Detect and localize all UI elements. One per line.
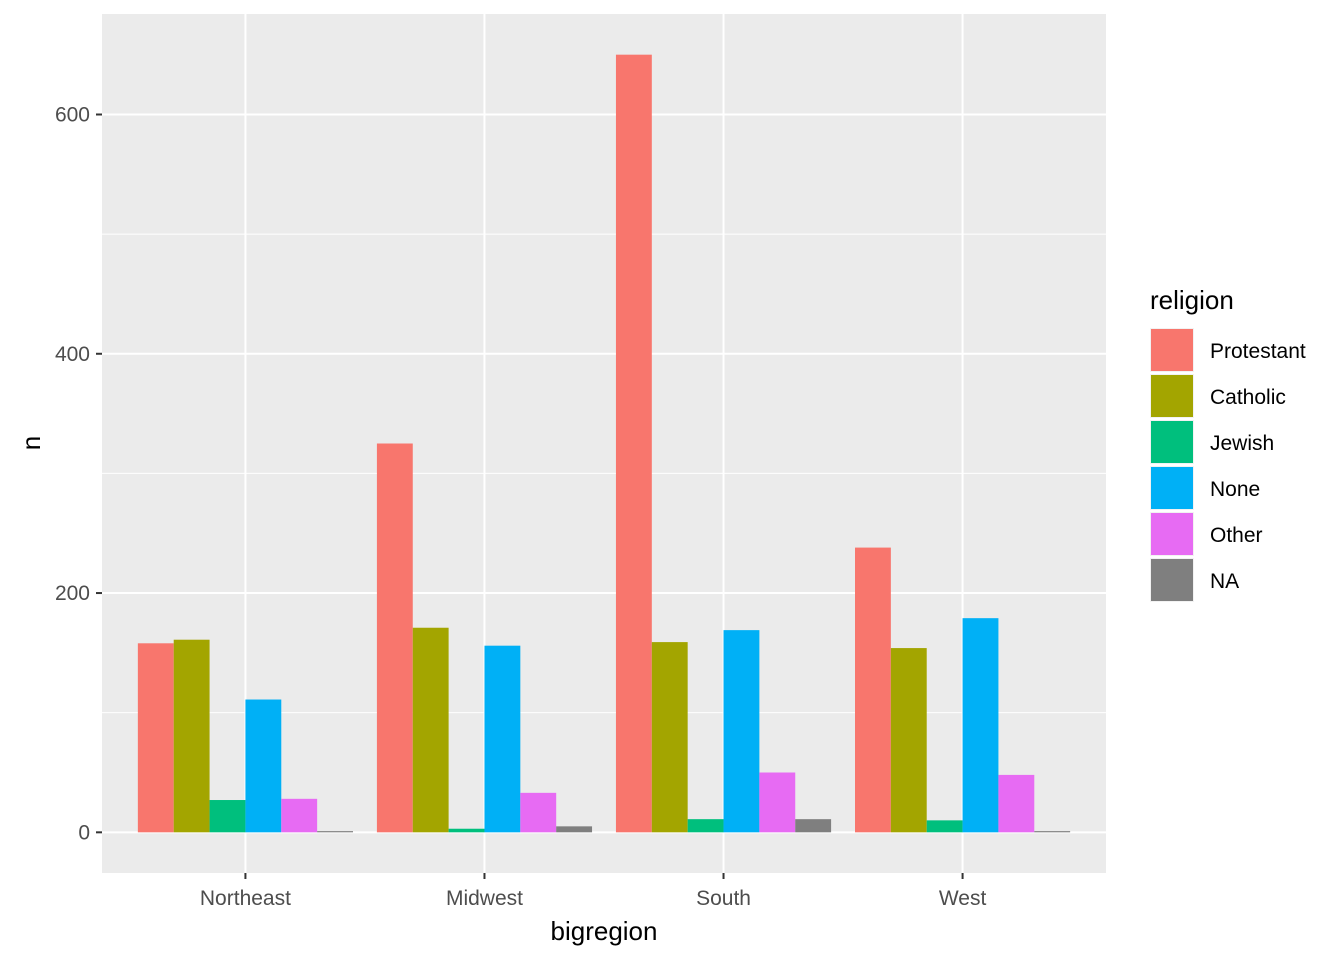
x-axis-title: bigregion — [551, 916, 658, 946]
bar-na-northeast — [317, 831, 353, 833]
legend-key-catholic — [1151, 375, 1193, 417]
legend-key-none — [1151, 467, 1193, 509]
bar-na-west — [1034, 831, 1071, 833]
legend-label-jewish: Jewish — [1210, 432, 1274, 455]
legend-key-other — [1151, 513, 1193, 555]
x-tick-label: South — [696, 887, 751, 910]
bar-catholic-northeast — [173, 639, 210, 833]
bar-protestant-south — [615, 54, 652, 833]
x-tick-label: West — [939, 887, 987, 910]
legend-label-other: Other — [1210, 524, 1263, 547]
legend-label-none: None — [1210, 478, 1260, 501]
bars — [137, 54, 1071, 833]
bar-protestant-west — [855, 547, 891, 833]
bar-none-south — [723, 630, 760, 833]
legend: religion Protestant Catholic Jewish None Oth… — [1150, 285, 1306, 602]
bar-catholic-west — [890, 648, 927, 833]
legend-key-na — [1151, 559, 1193, 601]
y-tick-label: 200 — [55, 582, 90, 605]
bar-jewish-west — [926, 820, 963, 833]
legend-title: religion — [1150, 285, 1234, 315]
legend-label-protestant: Protestant — [1210, 340, 1306, 363]
bar-other-midwest — [520, 792, 557, 833]
legend-key-jewish — [1151, 421, 1193, 463]
bar-none-west — [962, 618, 999, 833]
bar-none-midwest — [484, 645, 521, 833]
bar-jewish-northeast — [209, 800, 246, 833]
bar-none-northeast — [245, 699, 282, 833]
bar-other-northeast — [281, 798, 318, 833]
y-axis: 0 200 400 600 — [55, 103, 102, 844]
y-tick-label: 0 — [78, 821, 90, 844]
bar-protestant-midwest — [376, 443, 413, 833]
bar-jewish-south — [687, 819, 724, 833]
legend-label-na: NA — [1210, 570, 1239, 593]
bar-other-south — [759, 772, 796, 833]
bar-catholic-midwest — [412, 627, 449, 833]
y-tick-label: 600 — [55, 103, 90, 126]
x-tick-label: Midwest — [446, 887, 523, 910]
bar-na-south — [795, 819, 832, 833]
x-tick-label: Northeast — [200, 887, 291, 910]
y-axis-title: n — [16, 436, 46, 450]
bar-other-west — [998, 774, 1035, 833]
bar-na-midwest — [556, 826, 593, 833]
bar-jewish-midwest — [448, 828, 485, 833]
x-axis: Northeast Midwest South West — [200, 873, 987, 910]
legend-label-catholic: Catholic — [1210, 386, 1286, 409]
legend-key-protestant — [1151, 329, 1193, 371]
bar-protestant-northeast — [137, 643, 174, 833]
bar-catholic-south — [651, 642, 688, 833]
y-tick-label: 400 — [55, 343, 90, 366]
